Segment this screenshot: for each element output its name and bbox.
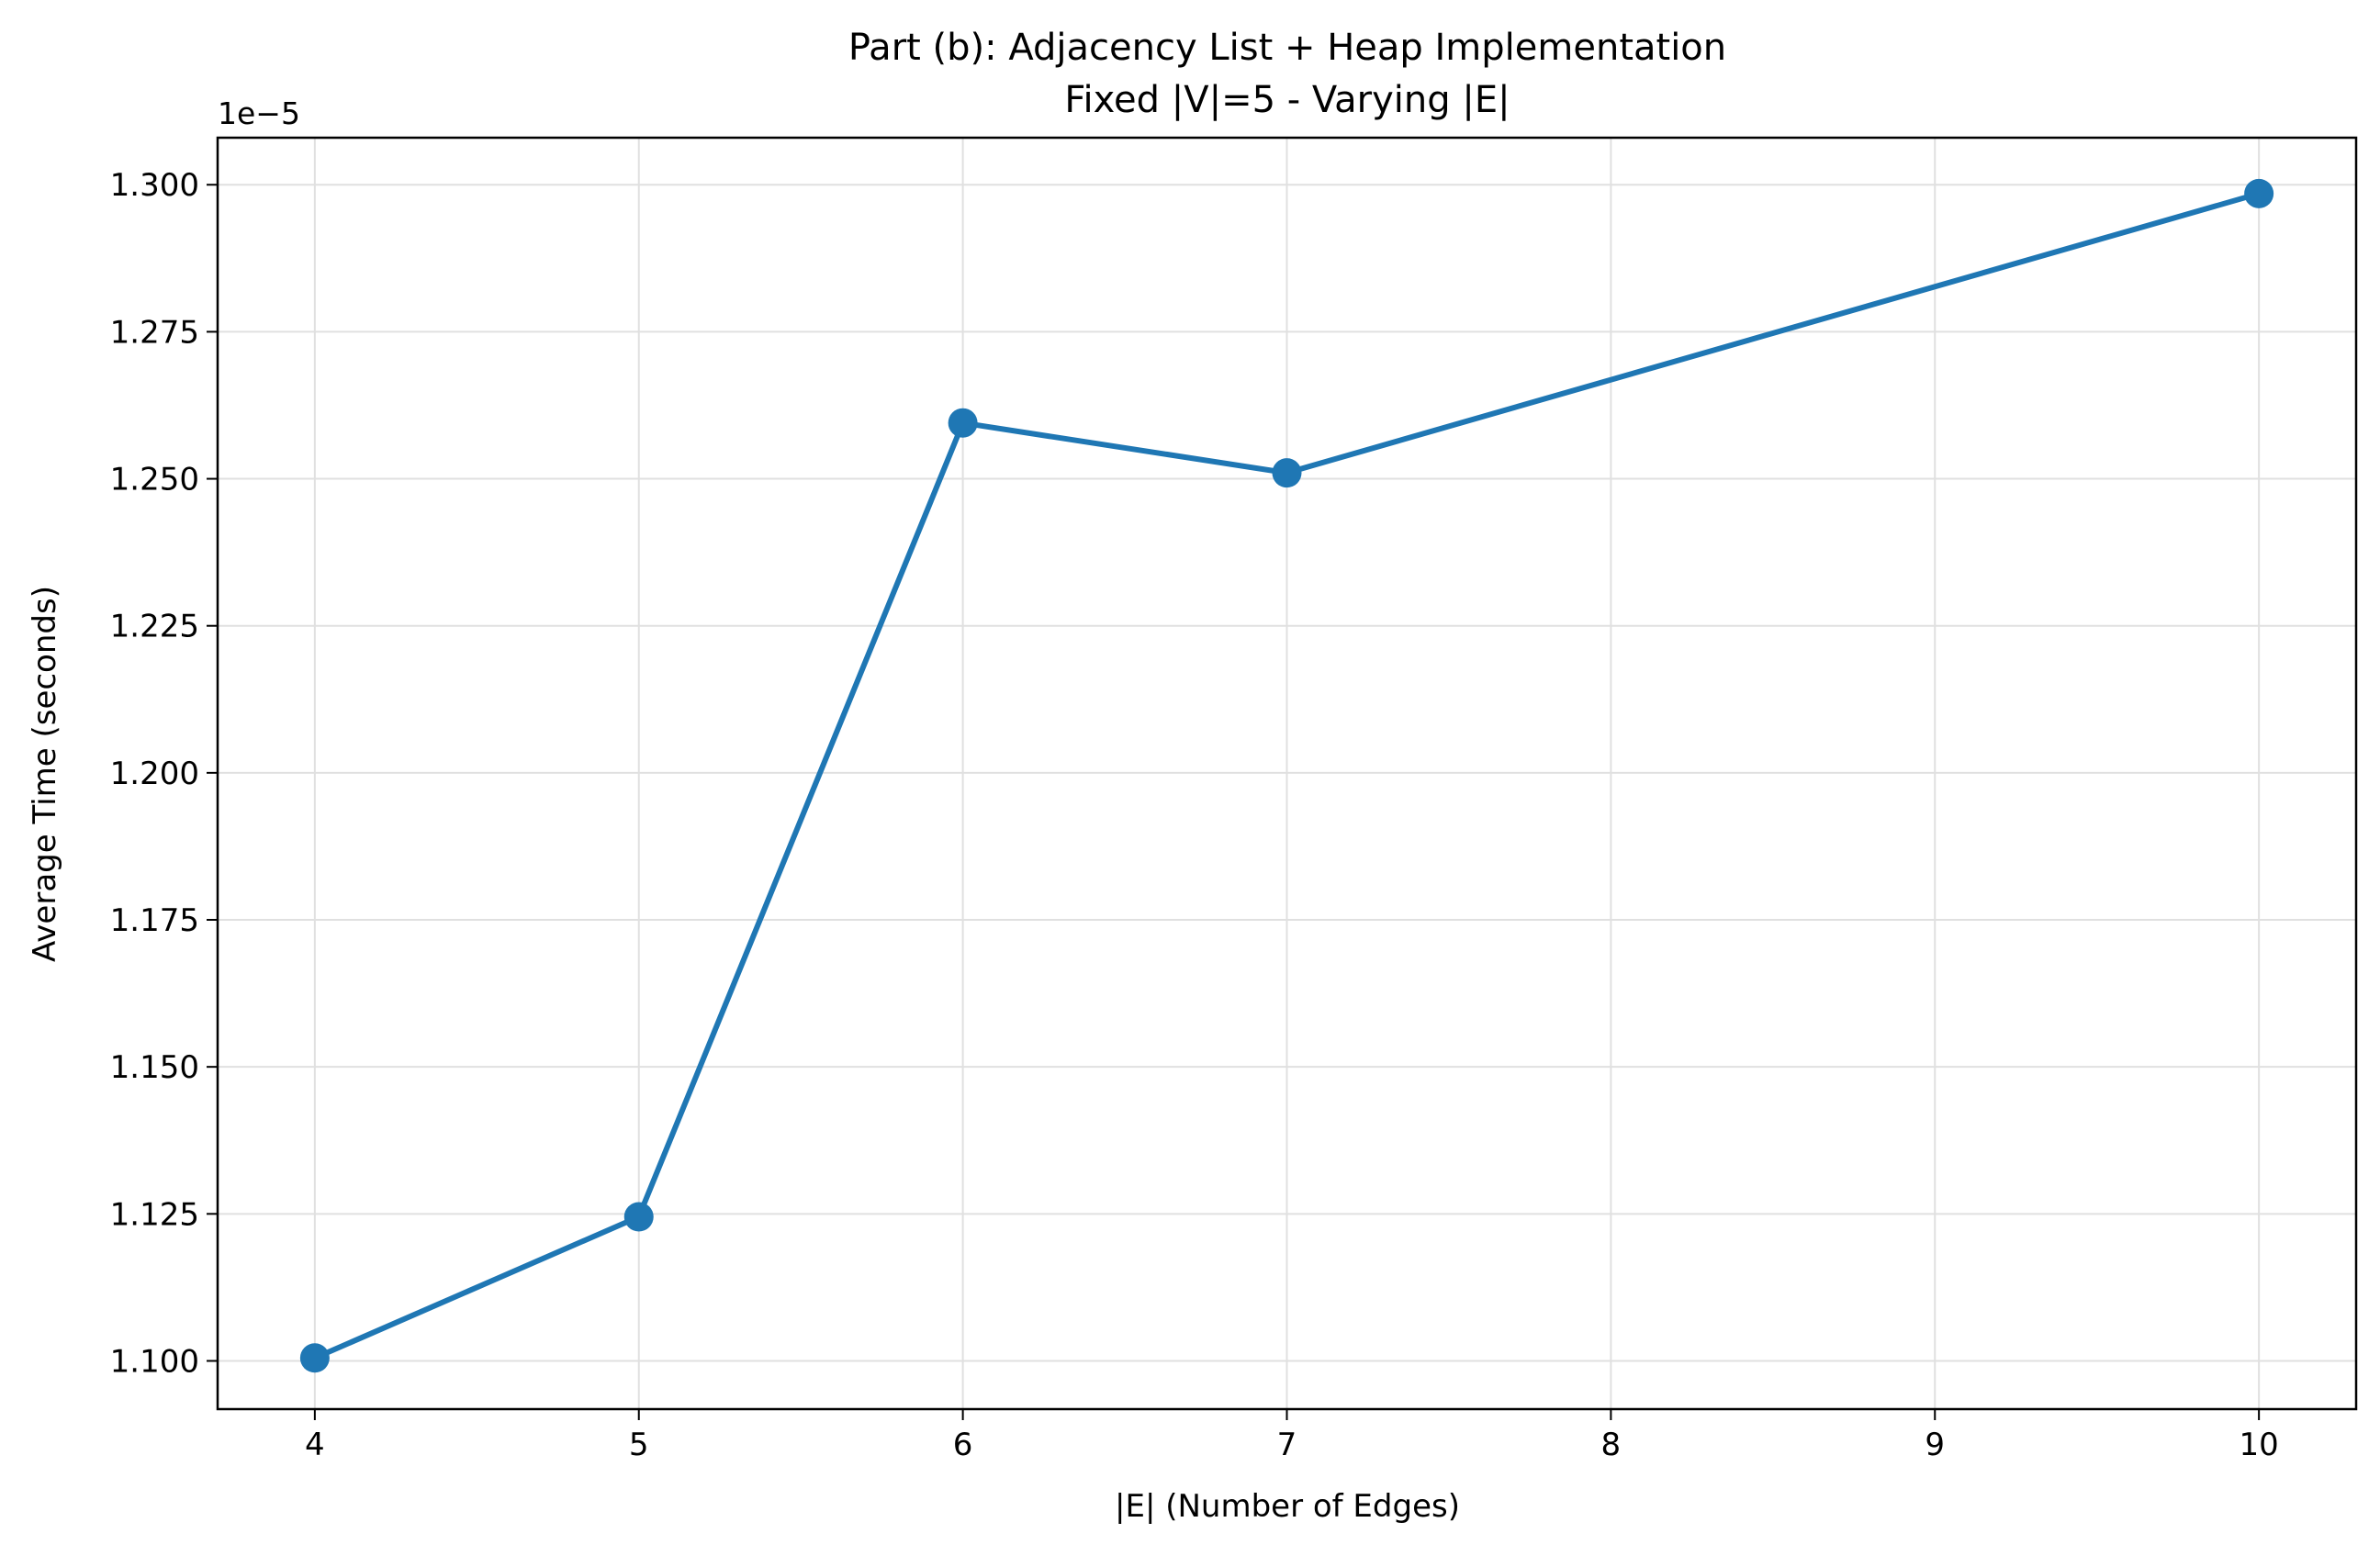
y-axis-ticks: 1.100 1.125 1.150 1.175 1.200 1.225 1.250 1.275… (110, 167, 218, 1380)
x-tick-label: 4 (305, 1427, 325, 1463)
data-point (2244, 178, 2274, 208)
y-tick-label: 1.125 (110, 1196, 199, 1233)
y-tick-label: 1.250 (110, 462, 199, 498)
series-layer (299, 178, 2274, 1373)
data-point (1272, 458, 1302, 488)
data-point (948, 408, 978, 438)
x-tick-label: 9 (1925, 1427, 1945, 1463)
x-tick-label: 5 (629, 1427, 649, 1463)
y-tick-label: 1.100 (110, 1343, 199, 1380)
x-tick-label: 6 (953, 1427, 973, 1463)
y-axis-label: Average Time (seconds) (27, 586, 63, 962)
y-tick-label: 1.225 (110, 609, 199, 645)
y-offset-label: 1e−5 (218, 95, 300, 131)
data-point (623, 1202, 654, 1232)
chart-title: Part (b): Adjacency List + Heap Implemen… (848, 27, 1726, 69)
y-tick-label: 1.150 (110, 1049, 199, 1086)
x-tick-label: 7 (1277, 1427, 1297, 1463)
y-tick-label: 1.175 (110, 902, 199, 939)
chart-subtitle: Fixed |V|=5 - Varying |E| (1064, 79, 1510, 121)
x-axis-ticks: 4 5 6 7 8 9 10 (305, 1409, 2279, 1463)
data-point (299, 1343, 330, 1373)
y-tick-label: 1.200 (110, 756, 199, 792)
x-axis-label: |E| (Number of Edges) (1115, 1488, 1460, 1525)
y-tick-label: 1.300 (110, 167, 199, 204)
x-tick-label: 10 (2240, 1427, 2279, 1463)
x-tick-label: 8 (1601, 1427, 1622, 1463)
y-tick-label: 1.275 (110, 314, 199, 351)
